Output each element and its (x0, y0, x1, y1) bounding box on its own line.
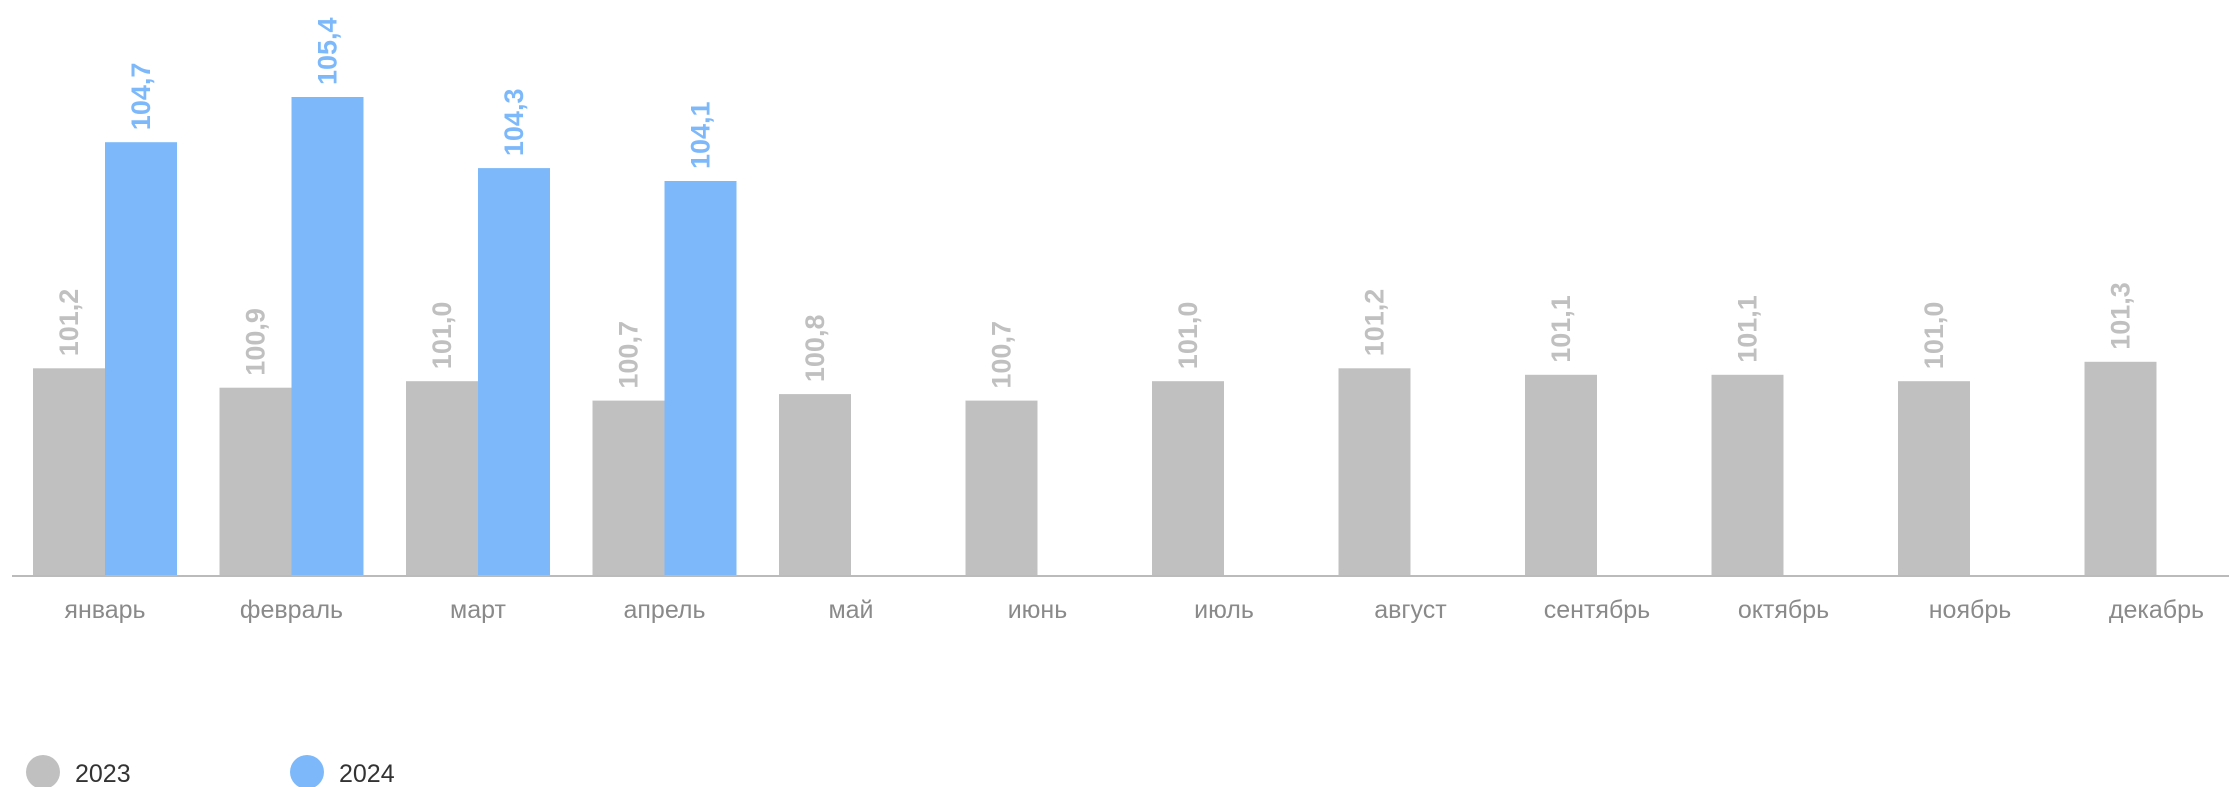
bar-2023-май (779, 394, 851, 575)
bar-2023-июнь (965, 400, 1038, 575)
bar-2023-октябрь (1711, 374, 1784, 575)
category-label-октябрь: октябрь (1738, 596, 1829, 624)
bars-layer (33, 97, 2157, 575)
data-label-2023-март: 101,0 (427, 302, 457, 370)
bar-2023-ноябрь (1898, 381, 1970, 575)
data-label-2023-май: 100,8 (800, 315, 830, 383)
legend-label-2024: 2024 (339, 760, 395, 787)
category-label-декабрь: декабрь (2109, 596, 2204, 624)
data-label-2023-октябрь: 101,1 (1733, 295, 1763, 363)
category-label-июль: июль (1194, 596, 1254, 624)
category-label-март: март (450, 596, 506, 624)
bar-2024-апрель (664, 181, 737, 575)
bar-2023-август (1338, 368, 1411, 575)
bar-2024-февраль (291, 97, 364, 575)
bar-2023-сентябрь (1525, 374, 1597, 575)
data-label-2023-июль: 101,0 (1173, 302, 1203, 370)
bar-2023-декабрь (2084, 361, 2157, 575)
category-label-февраль: февраль (240, 596, 343, 624)
category-label-ноябрь: ноябрь (1929, 596, 2012, 624)
bar-2023-июль (1152, 381, 1224, 575)
data-label-2023-сентябрь: 101,1 (1546, 295, 1576, 363)
category-label-апрель: апрель (623, 596, 705, 624)
data-label-2023-январь: 101,2 (54, 289, 84, 357)
data-label-2023-ноябрь: 101,0 (1919, 302, 1949, 370)
category-label-сентябрь: сентябрь (1544, 596, 1650, 624)
category-label-январь: январь (64, 596, 145, 624)
legend-label-2023: 2023 (75, 760, 131, 787)
legend-marker-2024 (290, 755, 324, 787)
data-label-2023-июнь: 100,7 (987, 321, 1017, 389)
data-label-2023-февраль: 100,9 (241, 308, 271, 376)
data-label-2024-февраль: 105,4 (313, 17, 343, 85)
data-label-2024-январь: 104,7 (126, 63, 156, 131)
data-label-2023-август: 101,2 (1360, 289, 1390, 357)
bar-2024-январь (105, 142, 177, 575)
data-label-2023-апрель: 100,7 (614, 321, 644, 389)
data-label-2023-декабрь: 101,3 (2106, 282, 2136, 350)
data-label-2024-апрель: 104,1 (686, 101, 716, 169)
category-label-август: август (1374, 596, 1447, 624)
legend-marker-2023 (26, 755, 60, 787)
bar-2023-февраль (219, 387, 292, 575)
bar-2023-апрель (592, 400, 665, 575)
bar-2023-март (406, 381, 478, 575)
data-label-2024-март: 104,3 (499, 89, 529, 157)
value-labels-layer: 101,2 100,9 101,0 100,7 100,8 100,7 101,0 101,2… (54, 17, 2136, 388)
category-label-июнь: июнь (1008, 596, 1068, 624)
legend: 2023 2024 (26, 755, 395, 787)
category-labels-layer: январь февраль март апрель май июнь июль август… (64, 596, 2204, 624)
category-label-май: май (828, 596, 873, 624)
bar-2024-март (478, 168, 550, 575)
bar-2023-январь (33, 368, 105, 575)
